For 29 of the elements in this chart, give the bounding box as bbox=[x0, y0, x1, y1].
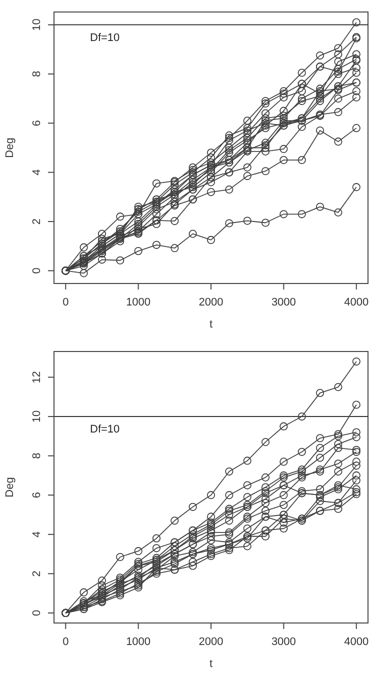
x-tick-label: 1000 bbox=[126, 636, 151, 648]
y-tick-label: 10 bbox=[31, 410, 43, 423]
x-tick-label: 1000 bbox=[126, 296, 151, 308]
y-tick-label: 8 bbox=[31, 452, 43, 459]
x-tick-label: 3000 bbox=[271, 636, 296, 648]
y-tick-label: 4 bbox=[31, 169, 43, 176]
x-tick-label: 3000 bbox=[271, 296, 296, 308]
y-tick-label: 4 bbox=[31, 531, 43, 538]
y-axis-title: Deg bbox=[4, 138, 16, 158]
y-tick-label: 0 bbox=[31, 610, 43, 616]
x-tick-label: 4000 bbox=[344, 636, 369, 648]
y-axis-title: Deg bbox=[4, 477, 16, 498]
y-tick-label: 8 bbox=[31, 70, 43, 78]
y-tick-label: 2 bbox=[31, 570, 43, 577]
x-tick-label: 2000 bbox=[198, 636, 224, 648]
ref-line-label: Df=10 bbox=[90, 424, 120, 436]
ref-line-label: Df=10 bbox=[90, 32, 120, 44]
x-tick-label: 0 bbox=[62, 296, 69, 308]
y-tick-label: 0 bbox=[31, 268, 43, 274]
y-tick-label: 6 bbox=[31, 120, 43, 126]
x-tick-label: 2000 bbox=[198, 296, 224, 308]
x-axis-title: t bbox=[209, 658, 213, 670]
x-tick-label: 4000 bbox=[344, 296, 369, 308]
y-tick-label: 10 bbox=[31, 18, 43, 31]
x-axis-title: t bbox=[209, 318, 213, 330]
x-tick-label: 0 bbox=[62, 636, 69, 648]
y-tick-label: 12 bbox=[31, 371, 43, 384]
y-tick-label: 6 bbox=[31, 492, 43, 498]
y-tick-label: 2 bbox=[31, 218, 43, 225]
